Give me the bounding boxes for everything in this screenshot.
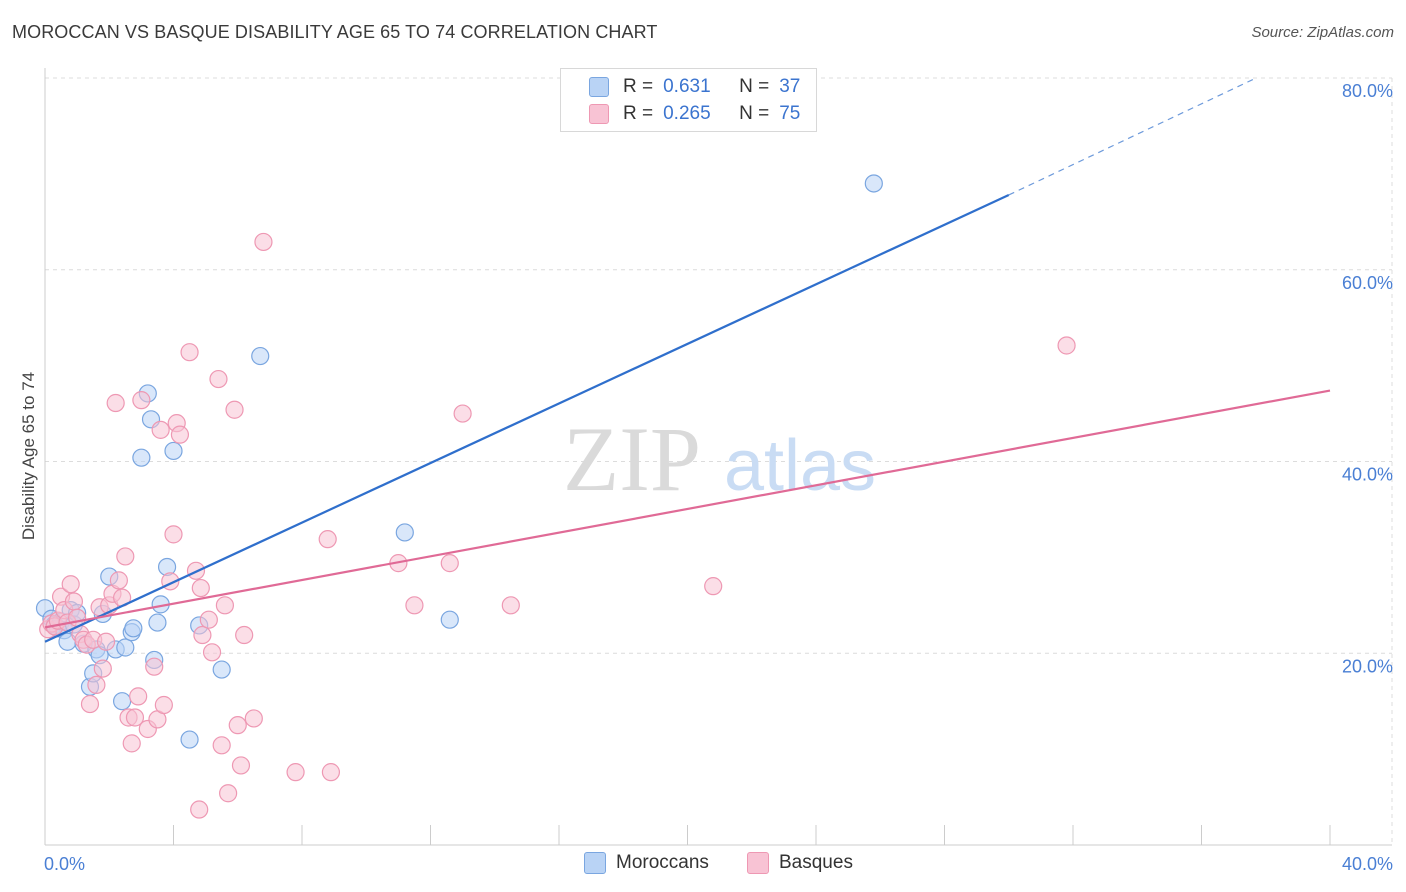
moroccan-point	[116, 638, 135, 657]
basque-point	[215, 596, 234, 615]
basque-point	[212, 736, 231, 755]
basque-trend-line	[44, 389, 1331, 629]
y-tick-label: 40.0%	[1342, 465, 1393, 485]
basque-point	[193, 625, 212, 645]
basque-point	[219, 784, 238, 803]
basque-point	[106, 393, 125, 413]
chart-title: MOROCCAN VS BASQUE DISABILITY AGE 65 TO …	[12, 22, 658, 42]
source-label: Source: ZipAtlas.com	[1251, 24, 1394, 41]
trend-lines	[44, 77, 1331, 643]
basque-points	[39, 232, 1076, 819]
correlation-legend: R = 0.631 N = 37 R = 0.265 N = 75	[560, 68, 817, 132]
basque-swatch	[747, 852, 769, 874]
basque-point	[93, 659, 112, 678]
y-tick-label: 80.0%	[1342, 81, 1393, 101]
basque-point	[199, 610, 218, 629]
watermark: ZIP atlas	[563, 408, 876, 510]
legend-item-basques[interactable]: Basques	[747, 852, 853, 874]
legend-r-value: 0.631	[663, 76, 711, 97]
series-legend: Moroccans Basques	[0, 852, 1406, 878]
legend-n-label: N =	[739, 76, 770, 97]
y-axis-label: Disability Age 65 to 74	[19, 372, 38, 540]
moroccan-point	[440, 610, 459, 629]
legend-n-label: N =	[739, 103, 770, 124]
basque-point	[405, 596, 424, 615]
basque-point	[231, 756, 251, 775]
basque-point	[180, 343, 199, 362]
basque-point	[228, 716, 247, 735]
moroccan-point	[132, 448, 151, 467]
basque-point	[151, 420, 170, 439]
basque-point	[80, 694, 100, 714]
y-tick-label: 20.0%	[1342, 656, 1393, 676]
tick-labels: 20.0% 40.0% 60.0% 80.0% 0.0% 40.0%	[44, 81, 1393, 874]
basque-point	[225, 400, 244, 419]
moroccan-point	[251, 346, 270, 366]
basque-point	[96, 632, 116, 651]
watermark-atlas: atlas	[724, 426, 876, 506]
basque-point	[209, 369, 228, 389]
legend-item-label: Basques	[779, 852, 853, 873]
basque-swatch	[589, 104, 609, 124]
moroccan-point	[112, 692, 132, 711]
basque-point	[164, 525, 183, 544]
basque-point	[109, 571, 128, 590]
legend-r-value: 0.265	[663, 103, 711, 124]
moroccan-point	[164, 441, 183, 461]
basque-point	[244, 709, 263, 728]
legend-r-label: R =	[623, 103, 654, 124]
basque-point	[154, 695, 173, 715]
x-tick-label: 40.0%	[1342, 854, 1393, 874]
moroccan-trend-extension	[1008, 77, 1257, 196]
basque-point	[61, 575, 80, 594]
y-tick-label: 60.0%	[1342, 273, 1393, 293]
basque-point	[129, 687, 148, 706]
moroccan-trend-line	[44, 193, 1010, 643]
gridlines	[45, 77, 1393, 845]
x-tick-label: 0.0%	[44, 854, 85, 874]
moroccan-point	[124, 619, 143, 638]
moroccan-point	[395, 523, 414, 542]
basque-point	[453, 404, 472, 423]
axes	[44, 68, 1392, 846]
basque-point	[440, 554, 459, 573]
basque-point	[202, 643, 222, 662]
legend-item-moroccans[interactable]: Moroccans	[584, 852, 709, 874]
basque-point	[116, 547, 135, 566]
legend-n-value: 37	[779, 76, 801, 97]
legend-row-moroccans: R = 0.631 N = 37	[561, 74, 800, 100]
watermark-zip: ZIP	[563, 408, 701, 510]
basque-point	[122, 734, 141, 753]
moroccan-point	[180, 730, 199, 749]
legend-item-label: Moroccans	[616, 852, 709, 873]
basque-point	[704, 577, 723, 596]
basque-point	[145, 657, 164, 676]
basque-point	[191, 578, 210, 598]
basque-point	[64, 592, 84, 611]
basque-point	[132, 391, 151, 410]
basque-point	[321, 763, 341, 782]
basque-point	[318, 530, 337, 549]
basque-point	[170, 425, 190, 444]
basque-point	[1057, 336, 1076, 355]
legend-r-label: R =	[623, 76, 654, 97]
basque-point	[286, 763, 305, 782]
basque-point	[190, 800, 209, 819]
basque-point	[254, 232, 273, 252]
moroccan-swatch	[584, 852, 606, 874]
moroccan-point	[148, 613, 167, 632]
basque-point	[125, 708, 145, 727]
basque-point	[235, 625, 254, 645]
moroccan-point	[212, 660, 231, 679]
legend-n-value: 75	[779, 103, 801, 124]
moroccan-swatch	[589, 77, 609, 97]
legend-row-basques: R = 0.265 N = 75	[561, 101, 800, 127]
basque-point	[87, 675, 106, 694]
moroccan-point	[864, 174, 883, 193]
basque-point	[501, 596, 520, 615]
